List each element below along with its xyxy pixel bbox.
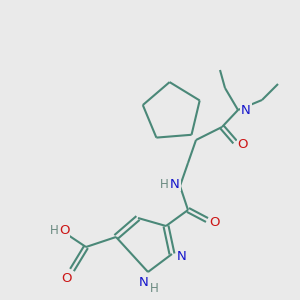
- Text: N: N: [139, 275, 149, 289]
- Text: H: H: [150, 281, 158, 295]
- Text: O: O: [210, 215, 220, 229]
- Text: H: H: [50, 224, 58, 238]
- Text: O: O: [59, 224, 69, 238]
- Text: O: O: [238, 137, 248, 151]
- Text: N: N: [177, 250, 187, 262]
- Text: N: N: [241, 103, 251, 116]
- Text: H: H: [160, 178, 168, 190]
- Text: O: O: [62, 272, 72, 286]
- Text: N: N: [170, 178, 180, 190]
